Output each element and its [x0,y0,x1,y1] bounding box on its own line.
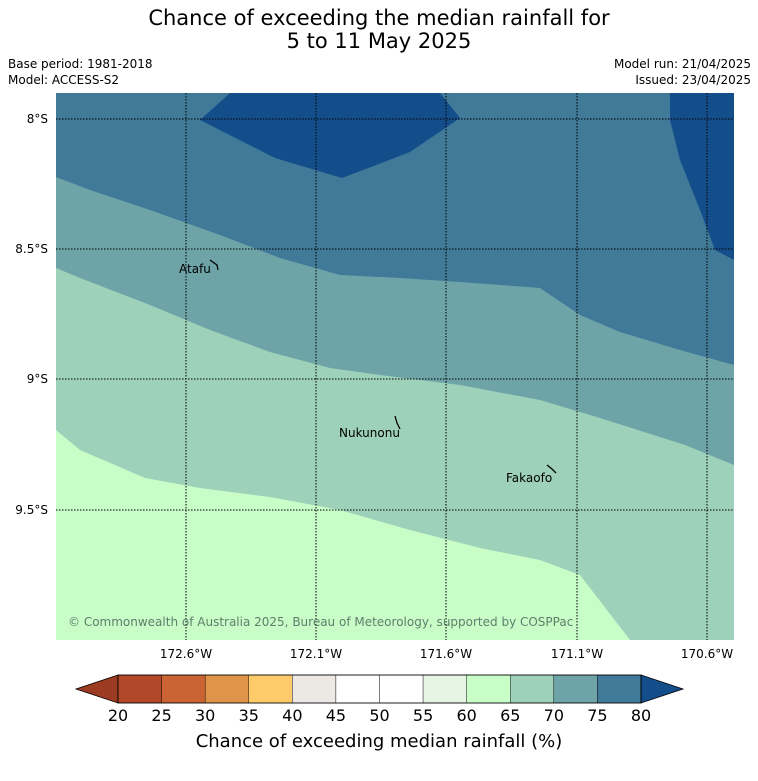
graticule [56,93,734,640]
colorbar-segment [248,674,293,704]
longitude-labels: 172.6°W 172.1°W 171.6°W 171.1°W 170.6°W [160,647,733,661]
model-text: Model: ACCESS-S2 [8,73,120,87]
lat-label-9-5s: 9.5°S [15,503,48,517]
copyright-notice: © Commonwealth of Australia 2025, Bureau… [68,615,573,629]
colorbar-segment [510,674,555,704]
colorbar-segment [597,674,642,704]
colorbar-segment [335,674,380,704]
lat-label-8s: 8°S [27,112,48,126]
colorbar-tick-label: 40 [282,706,302,725]
colorbar-segment [466,674,511,704]
islands: Atafu Nukunonu Fakaofo [179,259,557,485]
colorbar-tick-label: 75 [587,706,607,725]
map-title-line2: 5 to 11 May 2025 [286,29,472,53]
colorbar-tick-label: 70 [544,706,564,725]
colorbar-segment [422,674,467,704]
base-period-text: Base period: 1981-2018 [8,57,153,71]
colorbar-segments [74,674,685,704]
colorbar-tick-label: 80 [631,706,651,725]
colorbar-tick-label: 25 [151,706,171,725]
colorbar-segment [117,674,162,704]
colorbar-outline [117,674,642,704]
colorbar-segment [161,674,206,704]
colorbar-ticks: 20 25 30 35 40 45 50 55 60 65 70 75 80 [108,706,651,725]
lat-label-9s: 9°S [27,372,48,386]
colorbar-tick-label: 60 [456,706,476,725]
lat-label-8-5s: 8.5°S [15,242,48,256]
place-label-fakaofo: Fakaofo [506,471,552,485]
colorbar-under-arrow [74,674,119,704]
colorbar-segment [204,674,249,704]
colorbar-tick-label: 55 [413,706,433,725]
colorbar-tick-label: 50 [369,706,389,725]
colorbar-segment [553,674,598,704]
colorbar-tick-label: 65 [500,706,520,725]
lon-label-171-6w: 171.6°W [420,647,472,661]
lon-label-170-6w: 170.6°W [681,647,733,661]
latitude-labels: 8°S 8.5°S 9°S 9.5°S [15,112,48,517]
lon-label-172-1w: 172.1°W [290,647,342,661]
model-run-text: Model run: 21/04/2025 [613,57,751,71]
colorbar-over-arrow [640,674,685,704]
lon-label-172-6w: 172.6°W [160,647,212,661]
atafu-atoll [209,259,219,271]
fakaofo-atoll [546,464,557,474]
probability-bands [56,93,734,640]
place-label-nukunonu: Nukunonu [339,426,400,440]
map-title-line1: Chance of exceeding the median rainfall … [148,6,610,30]
colorbar-segment [379,674,424,704]
band-75-80 [56,93,734,365]
colorbar-tick-label: 35 [239,706,259,725]
colorbar-tick-label: 45 [326,706,346,725]
colorbar-tick-label: 20 [108,706,128,725]
colorbar-label: Chance of exceeding median rainfall (%) [196,731,563,752]
colorbar: 20 25 30 35 40 45 50 55 60 65 70 75 80 Chance of exc… [74,674,685,752]
band-80-plus-north [200,93,460,178]
band-80-plus-east [670,93,734,260]
place-label-atafu: Atafu [179,262,211,276]
issued-text: Issued: 23/04/2025 [635,73,751,87]
colorbar-segment [292,674,337,704]
colorbar-tick-label: 30 [195,706,215,725]
lon-label-171-1w: 171.1°W [551,647,603,661]
nukunonu-atoll [394,415,401,430]
